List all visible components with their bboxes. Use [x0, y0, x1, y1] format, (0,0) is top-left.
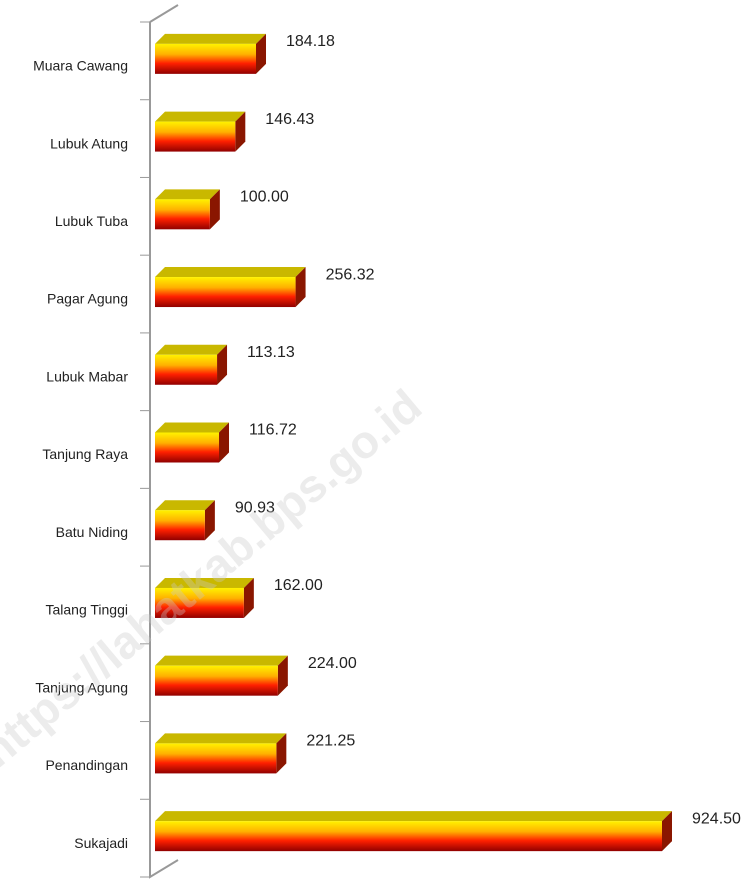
category-label: Tanjung Raya [42, 446, 128, 462]
bar-front [155, 354, 218, 385]
bar [155, 189, 220, 230]
bar-top [155, 733, 287, 744]
value-label: 116.72 [249, 422, 297, 439]
bar [155, 655, 288, 696]
category-label: Sukajadi [74, 835, 128, 851]
bar-front [155, 43, 257, 74]
bar-top [155, 111, 246, 122]
bar-top [155, 422, 230, 433]
bar-side [204, 500, 215, 541]
bar-side [235, 111, 246, 152]
bar-front [155, 743, 277, 774]
bar [155, 422, 230, 463]
bar-top [155, 811, 672, 822]
bar [155, 733, 287, 774]
category-label: Batu Niding [56, 524, 128, 540]
bar-top [155, 267, 306, 278]
bar-side [256, 33, 267, 74]
bar [155, 577, 254, 618]
bar-front [155, 121, 236, 152]
bar-top [155, 655, 288, 666]
bar-side [662, 811, 672, 852]
category-label: Pagar Agung [47, 291, 128, 307]
bar-top [155, 344, 228, 355]
value-label: 221.25 [306, 733, 355, 750]
value-label: 924.50 [692, 810, 741, 827]
bar-side [295, 267, 306, 308]
bar-front [155, 432, 220, 463]
value-label: 146.43 [265, 111, 314, 128]
bar-front [155, 665, 278, 696]
bar-top [155, 577, 254, 588]
value-label: 90.93 [235, 499, 275, 516]
bar-front [155, 587, 244, 618]
bar-side [276, 733, 287, 774]
category-label: Penandingan [45, 757, 128, 773]
bar-top [155, 33, 267, 44]
bar [155, 344, 228, 385]
bar-front [155, 277, 296, 308]
plot: Muara Cawang 184.18 Lubuk Atung 146.43 Lubuk… [33, 21, 741, 878]
bar-front [155, 821, 662, 852]
bar-top [155, 500, 215, 511]
value-label: 184.18 [286, 33, 335, 50]
bar-front [155, 199, 210, 230]
bar-side [277, 655, 288, 696]
value-label: 100.00 [240, 189, 289, 206]
category-label: Lubuk Tuba [55, 213, 128, 229]
value-label: 224.00 [308, 655, 357, 672]
bar-side [219, 422, 230, 463]
value-label: 256.32 [326, 266, 375, 283]
category-label: Lubuk Mabar [46, 368, 128, 384]
bar [155, 500, 215, 541]
category-label: Lubuk Atung [50, 135, 128, 151]
bar-top [155, 189, 220, 200]
bar [155, 111, 246, 152]
category-label: Tanjung Agung [35, 679, 128, 695]
bar [155, 267, 306, 308]
bar-side [243, 577, 254, 618]
bar [155, 811, 672, 852]
category-label: Talang Tinggi [45, 602, 128, 618]
value-label: 162.00 [274, 577, 323, 594]
value-label: 113.13 [247, 344, 295, 361]
bar-side [209, 189, 220, 230]
bar-side [217, 344, 228, 385]
bar-front [155, 510, 205, 541]
category-label: Muara Cawang [33, 58, 128, 74]
bar [155, 33, 267, 74]
